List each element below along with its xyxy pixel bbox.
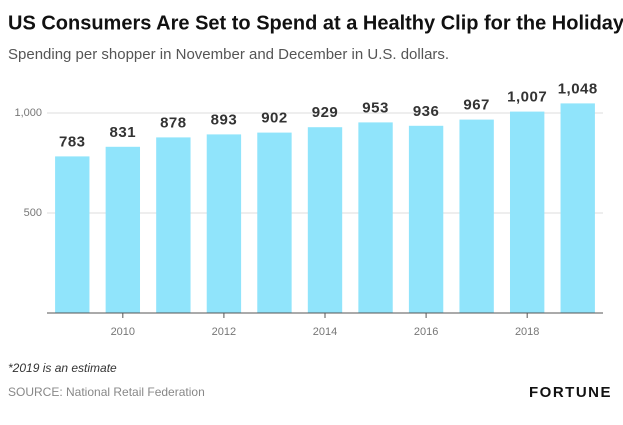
bar	[459, 119, 494, 313]
x-tick-label: 2012	[212, 326, 236, 338]
data-label: 878	[160, 114, 187, 131]
y-tick-label: 1,000	[14, 107, 42, 119]
x-tick-label: 2010	[111, 326, 135, 338]
bar	[560, 103, 595, 314]
data-label: 783	[59, 133, 86, 150]
bar	[257, 132, 292, 313]
data-label: 1,007	[507, 89, 547, 106]
y-tick-label: 500	[24, 207, 42, 219]
x-tick-label: 2016	[414, 326, 438, 338]
data-label: 893	[211, 111, 238, 128]
bar	[307, 127, 343, 313]
x-tick-label: 2014	[313, 326, 337, 338]
data-label: 831	[110, 124, 137, 141]
chart-title: US Consumers Are Set to Spend at a Healt…	[8, 12, 623, 34]
brand: FORTUNE	[529, 384, 612, 401]
data-label: 1,048	[558, 80, 598, 97]
bar	[408, 125, 444, 313]
data-label: 936	[413, 103, 440, 120]
source: SOURCE: National Retail Federation	[8, 385, 205, 399]
data-label: 967	[463, 97, 490, 114]
bar	[105, 146, 141, 313]
data-label: 902	[261, 110, 288, 127]
bar	[509, 111, 545, 313]
x-tick-label: 2018	[515, 326, 539, 338]
chart-subtitle: Spending per shopper in November and Dec…	[8, 46, 449, 63]
note: *2019 is an estimate	[8, 361, 117, 375]
bar	[156, 137, 191, 313]
data-label: 929	[312, 104, 339, 121]
bar	[55, 156, 90, 313]
data-label: 953	[362, 99, 389, 116]
bar	[206, 134, 242, 313]
bar	[358, 122, 393, 314]
